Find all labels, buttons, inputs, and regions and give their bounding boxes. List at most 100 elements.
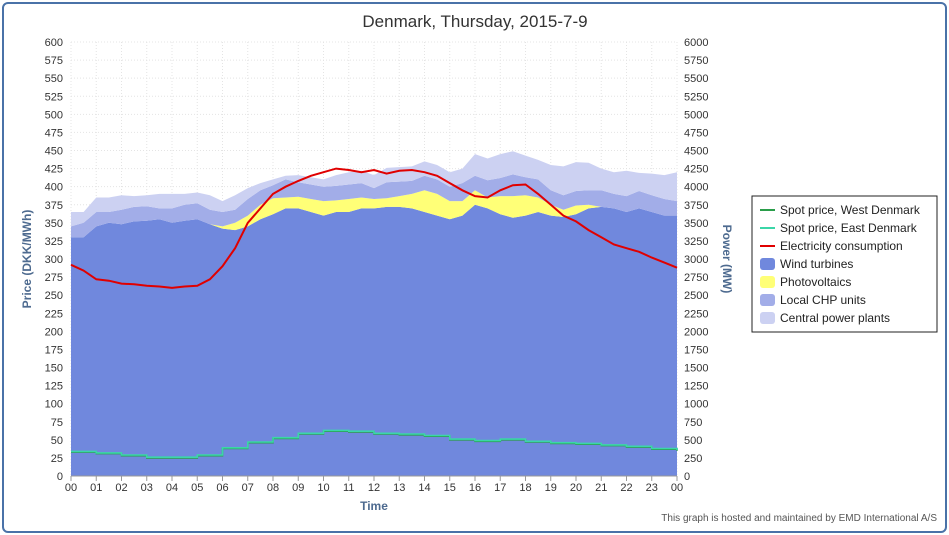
right-tick-label: 5500 [684, 73, 708, 85]
right-tick-label: 2000 [684, 326, 708, 338]
stacked-areas [71, 151, 677, 477]
legend-swatch-central-power-plants [760, 312, 775, 324]
left-tick-label: 175 [45, 344, 63, 356]
legend-label-wind-turbines: Wind turbines [780, 257, 853, 271]
right-tick-label: 5750 [684, 55, 708, 67]
x-tick-label: 02 [115, 482, 127, 494]
series-lines [70, 167, 678, 459]
right-tick-label: 5250 [684, 91, 708, 103]
right-axis-label: Power (MW) [720, 225, 734, 294]
right-tick-label: 1750 [684, 344, 708, 356]
legend-label-photovoltaics: Photovoltaics [780, 275, 851, 289]
x-tick-label: 03 [141, 482, 153, 494]
left-tick-label: 500 [45, 109, 63, 121]
left-tick-label: 150 [45, 363, 63, 375]
x-tick-label: 20 [570, 482, 582, 494]
legend-swatch-wind-turbines [760, 258, 775, 270]
legend: Spot price, West Denmark Spot price, East… [751, 195, 938, 333]
legend-label-electricity-consumption: Electricity consumption [780, 239, 903, 253]
left-tick-label: 525 [45, 91, 63, 103]
left-tick-label: 100 [45, 399, 63, 411]
right-tick-label: 750 [684, 417, 702, 429]
x-tick-label: 05 [191, 482, 203, 494]
credit-text: This graph is hosted and maintained by E… [661, 513, 937, 524]
x-tick-label: 23 [646, 482, 658, 494]
x-tick-label: 08 [267, 482, 279, 494]
x-tick-label: 13 [393, 482, 405, 494]
right-tick-label: 3500 [684, 218, 708, 230]
left-tick-label: 425 [45, 164, 63, 176]
left-tick-label: 375 [45, 200, 63, 212]
left-tick-label: 350 [45, 218, 63, 230]
x-tick-label: 22 [620, 482, 632, 494]
left-tick-label: 300 [45, 254, 63, 266]
area-central-power-plants [71, 151, 677, 227]
x-tick-label: 18 [519, 482, 531, 494]
x-tick-label: 01 [90, 482, 102, 494]
legend-label-spot-price-east-denmark: Spot price, East Denmark [780, 221, 918, 235]
x-tick-label: 10 [317, 482, 329, 494]
left-tick-label: 400 [45, 182, 63, 194]
legend-swatch-local-chp-units [760, 294, 775, 306]
left-tick-label: 600 [45, 37, 63, 49]
left-tick-label: 575 [45, 55, 63, 67]
x-tick-label: 21 [595, 482, 607, 494]
left-axis-label: Price (DKK/MWh) [20, 210, 34, 309]
right-tick-label: 3750 [684, 200, 708, 212]
left-tick-label: 75 [51, 417, 63, 429]
x-tick-label: 15 [444, 482, 456, 494]
right-tick-label: 1500 [684, 363, 708, 375]
x-tick-label: 00 [65, 482, 77, 494]
right-tick-label: 2500 [684, 290, 708, 302]
right-tick-label: 1250 [684, 381, 708, 393]
legend-label-local-chp-units: Local CHP units [780, 293, 866, 307]
legend-label-spot-price-west-denmark: Spot price, West Denmark [780, 203, 921, 217]
right-tick-label: 1000 [684, 399, 708, 411]
left-tick-label: 275 [45, 272, 63, 284]
x-axis-label: Time [360, 499, 388, 513]
area-photovoltaics [71, 190, 677, 238]
line-spot-price-east-denmark [71, 429, 678, 458]
x-tick-label: 04 [166, 482, 178, 494]
legend-label-central-power-plants: Central power plants [780, 311, 890, 325]
left-tick-label: 550 [45, 73, 63, 85]
x-tick-label: 06 [216, 482, 228, 494]
right-tick-label: 0 [684, 471, 690, 483]
right-tick-label: 5000 [684, 109, 708, 121]
line-electricity-consumption [70, 167, 678, 289]
left-tick-label: 325 [45, 236, 63, 248]
left-tick-label: 0 [57, 471, 63, 483]
x-tick-label: 12 [368, 482, 380, 494]
left-tick-label: 450 [45, 146, 63, 158]
area-local-chp-units [71, 174, 677, 238]
left-axis-ticks: 0 25 50 75 100 125 150 175 200 225 250 275 300 325 350… [45, 37, 63, 483]
x-tick-label: 16 [469, 482, 481, 494]
right-tick-label: 4250 [684, 164, 708, 176]
right-tick-label: 6000 [684, 37, 708, 49]
left-tick-label: 200 [45, 326, 63, 338]
right-tick-label: 2250 [684, 308, 708, 320]
right-tick-label: 3250 [684, 236, 708, 248]
legend-box [751, 195, 938, 333]
x-tick-label: 09 [292, 482, 304, 494]
left-tick-label: 125 [45, 381, 63, 393]
right-axis-ticks: 0 250 500 750 1000 1250 1500 1750 2000 2250 2500 27… [684, 37, 708, 483]
x-tick-label: 00 [671, 482, 683, 494]
right-tick-label: 4750 [684, 127, 708, 139]
left-tick-label: 475 [45, 127, 63, 139]
x-tick-label: 07 [242, 482, 254, 494]
x-axis-ticks: 00 01 02 03 04 05 06 07 08 09 10 11 12 13 14 15 16 17 18 19… [65, 476, 683, 494]
right-tick-label: 250 [684, 453, 702, 465]
x-tick-label: 11 [343, 482, 354, 494]
chart-title: Denmark, Thursday, 2015-7-9 [362, 12, 587, 31]
right-tick-label: 4500 [684, 146, 708, 158]
x-tick-label: 17 [494, 482, 506, 494]
x-tick-label: 19 [545, 482, 557, 494]
legend-swatch-photovoltaics [760, 276, 775, 288]
right-tick-label: 2750 [684, 272, 708, 284]
area-wind-turbines [71, 204, 677, 477]
left-tick-label: 25 [51, 453, 63, 465]
right-tick-label: 500 [684, 435, 702, 447]
left-tick-label: 50 [51, 435, 63, 447]
